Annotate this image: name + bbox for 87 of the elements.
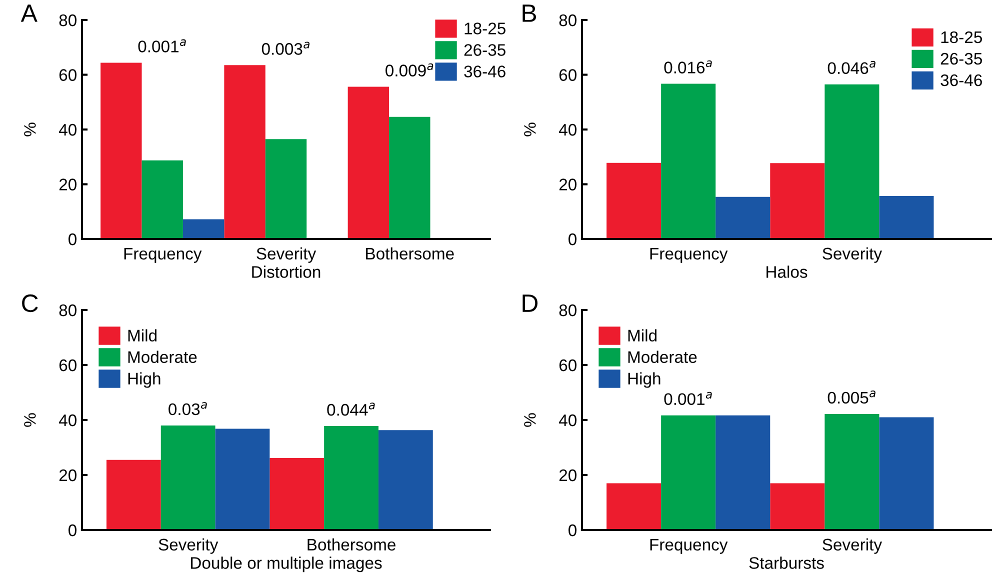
y-tick-label: 60 bbox=[59, 359, 76, 372]
annotation: 0.03$^{a}$ bbox=[168, 402, 207, 416]
bar bbox=[661, 415, 716, 530]
legend-label: 26-35 bbox=[464, 44, 506, 56]
legend-label: Moderate bbox=[128, 350, 197, 363]
legend-label: Mild bbox=[628, 329, 656, 342]
y-axis-title: % bbox=[24, 122, 36, 136]
y-tick-label: 40 bbox=[558, 414, 576, 426]
x-axis-title: Distortion bbox=[252, 266, 320, 278]
x-tick-label: Severity bbox=[256, 247, 316, 263]
annotation: 0.046$^{a}$ bbox=[828, 60, 876, 74]
legend-label: 18-25 bbox=[464, 22, 506, 34]
bar bbox=[824, 84, 880, 239]
y-tick-label: 0 bbox=[68, 524, 76, 536]
x-axis-title: Starbursts bbox=[749, 556, 824, 569]
bar bbox=[324, 426, 378, 530]
y-tick-label: 40 bbox=[558, 124, 576, 136]
bar bbox=[270, 458, 324, 530]
bar bbox=[389, 116, 430, 239]
bar bbox=[142, 160, 183, 239]
bar bbox=[224, 65, 266, 239]
legend-label: Mild bbox=[128, 329, 156, 342]
y-tick-label: 80 bbox=[559, 304, 576, 316]
legend-label: 36-46 bbox=[940, 74, 982, 86]
x-axis-title: Halos bbox=[766, 266, 808, 278]
bar bbox=[824, 414, 880, 530]
bar bbox=[606, 483, 662, 530]
y-tick-label: 80 bbox=[559, 14, 576, 26]
x-tick-label: Bothersome bbox=[308, 538, 396, 551]
x-tick-label: Severity bbox=[822, 247, 882, 263]
bar bbox=[716, 196, 770, 239]
legend-label: 36-46 bbox=[464, 66, 506, 78]
y-tick-label: 20 bbox=[559, 178, 576, 190]
legend-label: High bbox=[128, 372, 160, 388]
y-tick-label: 20 bbox=[59, 178, 76, 190]
y-tick-label: 60 bbox=[59, 69, 76, 81]
x-tick-label: Frequency bbox=[650, 538, 728, 554]
y-tick-label: 80 bbox=[59, 304, 76, 316]
bar bbox=[879, 417, 934, 530]
chart-title: C bbox=[22, 294, 38, 312]
y-axis-title: % bbox=[524, 122, 536, 136]
bar bbox=[378, 430, 433, 530]
annotation: 0.005$^{a}$ bbox=[828, 390, 876, 404]
y-tick-label: 60 bbox=[559, 359, 576, 372]
y-tick-label: 0 bbox=[68, 233, 76, 246]
y-axis-title: % bbox=[24, 413, 36, 427]
y-tick-label: 0 bbox=[568, 524, 576, 536]
x-tick-label: Severity bbox=[822, 538, 882, 554]
annotation: 0.001$^{a}$ bbox=[664, 392, 712, 405]
y-tick-label: 40 bbox=[58, 414, 76, 426]
bar bbox=[606, 162, 662, 239]
bar bbox=[215, 428, 270, 530]
bar bbox=[661, 84, 716, 239]
bar bbox=[770, 163, 825, 239]
y-tick-label: 60 bbox=[559, 69, 576, 81]
x-tick-label: Severity bbox=[158, 538, 218, 554]
x-tick-label: Bothersome bbox=[366, 247, 454, 260]
bar bbox=[770, 483, 825, 530]
chart-title: A bbox=[20, 4, 38, 22]
bar bbox=[160, 426, 216, 530]
annotation: 0.044$^{a}$ bbox=[327, 402, 375, 416]
annotation: 0.009$^{a}$ bbox=[386, 63, 434, 76]
bar bbox=[265, 139, 307, 239]
bar bbox=[100, 62, 142, 239]
legend-label: High bbox=[628, 372, 660, 388]
bar bbox=[182, 219, 224, 239]
y-tick-label: 20 bbox=[59, 469, 76, 482]
bar bbox=[106, 460, 161, 530]
chart-title: B bbox=[522, 4, 536, 22]
y-tick-label: 40 bbox=[58, 124, 76, 136]
x-tick-label: Frequency bbox=[650, 248, 728, 263]
annotation: 0.003$^{a}$ bbox=[262, 42, 310, 55]
y-tick-label: 20 bbox=[559, 469, 576, 482]
y-tick-label: 80 bbox=[59, 14, 76, 26]
y-tick-label: 0 bbox=[568, 233, 576, 246]
x-tick-label: Frequency bbox=[124, 248, 202, 263]
legend-label: Moderate bbox=[628, 350, 697, 363]
annotation: 0.016$^{a}$ bbox=[664, 60, 712, 74]
y-axis-title: % bbox=[524, 413, 536, 427]
bar bbox=[348, 86, 390, 239]
bar bbox=[716, 415, 770, 530]
x-axis-title: Double or multiple images bbox=[191, 556, 382, 572]
bar bbox=[879, 196, 934, 239]
legend-label: 26-35 bbox=[940, 52, 982, 65]
legend-label: 18-25 bbox=[941, 31, 982, 44]
chart-title: D bbox=[522, 294, 538, 312]
annotation: 0.001$^{a}$ bbox=[138, 39, 186, 52]
